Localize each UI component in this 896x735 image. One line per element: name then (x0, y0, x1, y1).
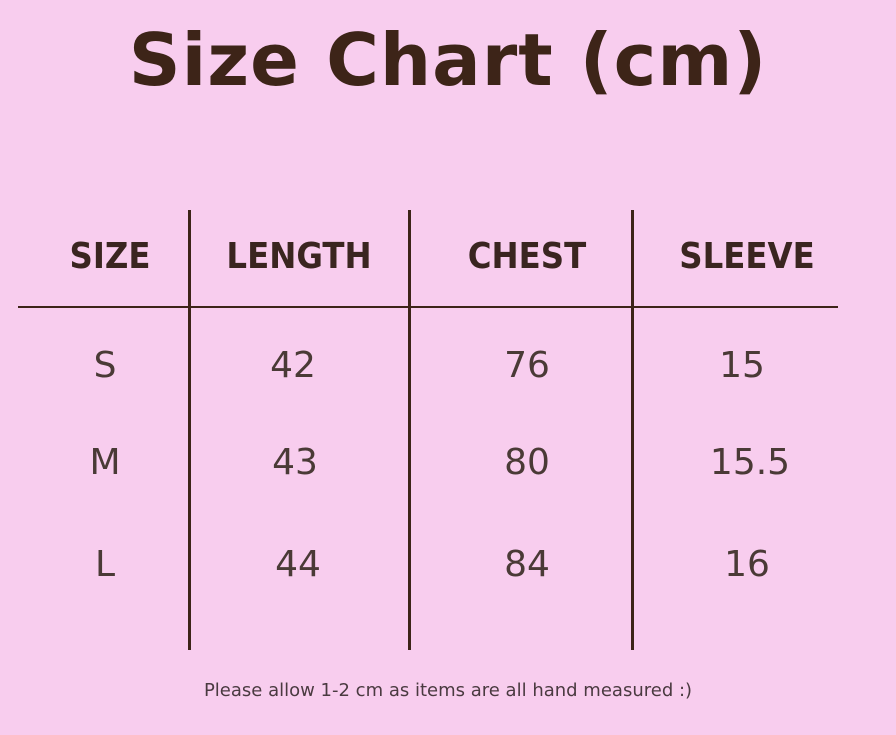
table-cell: S (93, 345, 117, 386)
header-divider (18, 306, 838, 308)
column-divider (631, 210, 634, 650)
header-length: LENGTH (226, 236, 372, 277)
table-cell: 43 (272, 442, 318, 483)
header-sleeve: SLEEVE (679, 236, 815, 277)
table-cell: 16 (724, 544, 770, 585)
table-cell: 15 (719, 345, 765, 386)
table-cell: M (89, 442, 121, 483)
column-divider (188, 210, 191, 650)
table-cell: 44 (275, 544, 321, 585)
header-size: SIZE (69, 236, 151, 277)
table-cell: 76 (504, 345, 550, 386)
table-cell: 84 (504, 544, 550, 585)
column-divider (408, 210, 411, 650)
page-title: Size Chart (cm) (128, 18, 768, 102)
table-cell: L (94, 544, 116, 585)
table-cell: 15.5 (709, 442, 791, 483)
header-chest: CHEST (467, 236, 587, 277)
table-cell: 42 (270, 345, 316, 386)
table-cell: 80 (504, 442, 550, 483)
measurement-note: Please allow 1-2 cm as items are all han… (203, 680, 693, 701)
